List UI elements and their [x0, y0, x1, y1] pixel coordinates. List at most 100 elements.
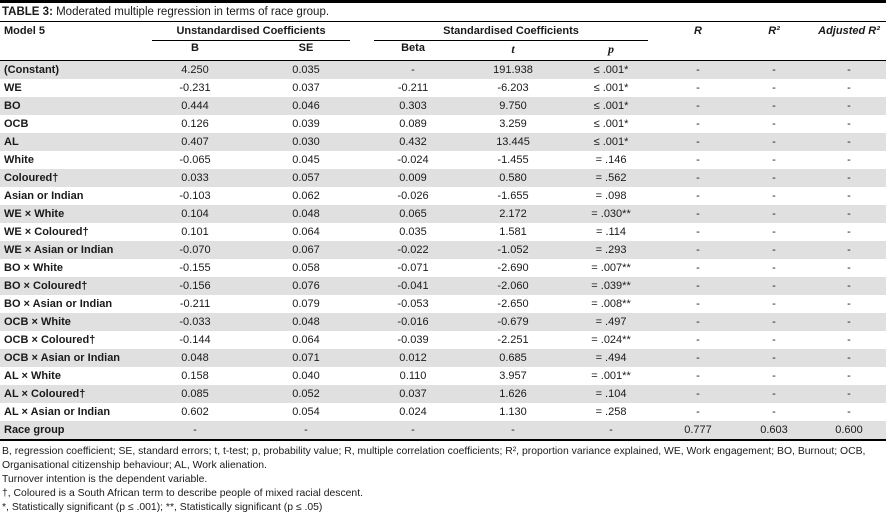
cell-adj_r2: -: [847, 226, 851, 238]
cell-r: -: [696, 136, 700, 148]
col-header-r2: R²: [736, 22, 813, 61]
cell-r: -: [696, 406, 700, 418]
cell-b: 4.250: [181, 64, 209, 76]
cell-t: -1.655: [497, 190, 529, 202]
cell-b: -0.211: [179, 298, 211, 310]
col-header-se: SE: [250, 41, 363, 61]
cell-t: -6.203: [497, 82, 529, 94]
table-row: Race group - - - - -0.777 0.603 0.600: [0, 421, 886, 441]
cell-p: = .039**: [591, 280, 631, 292]
cell-b: -0.156: [179, 280, 211, 292]
cell-r: -: [696, 262, 700, 274]
cell-t: 3.259: [499, 118, 527, 130]
cell-t: 1.626: [499, 388, 527, 400]
cell-se: -: [250, 421, 363, 441]
cell-se: 0.037: [292, 82, 320, 94]
cell-p: ≤ .001*: [593, 136, 629, 148]
cell-se: 0.035: [292, 64, 320, 76]
cell-p: = .104: [595, 388, 627, 400]
cell-adj_r2: -: [847, 262, 851, 274]
cell-adj_r2: -: [847, 100, 851, 112]
cell-r2: -: [772, 208, 776, 220]
cell-b: 0.033: [181, 172, 209, 184]
cell-r2: 0.603: [736, 421, 813, 441]
cell-beta: 0.089: [399, 118, 427, 130]
table-row: AL 0.407 0.030 0.432 13.445 ≤ .001* - - -: [0, 133, 886, 151]
table-row: WE × Asian or Indian -0.070 0.067 -0.022 -1.…: [0, 241, 886, 259]
table-top-rule: [0, 0, 886, 3]
table-row: BO 0.444 0.046 0.303 9.750 ≤ .001* - - -: [0, 97, 886, 115]
cell-se: 0.071: [292, 352, 320, 364]
cell-p: = .024**: [591, 334, 631, 346]
table-row: White -0.065 0.045 -0.024 -1.455 = .146 - - -: [0, 151, 886, 169]
cell-r2: -: [772, 406, 776, 418]
cell-se: 0.030: [292, 136, 320, 148]
footnote-line: *, Statistically significant (p ≤ .001);…: [2, 502, 323, 514]
cell-t: -: [464, 421, 563, 441]
table-row: Asian or Indian -0.103 0.062 -0.026 -1.655 = …: [0, 187, 886, 205]
cell-beta: 0.009: [399, 172, 427, 184]
cell-b: 0.104: [181, 208, 209, 220]
cell-beta: 0.303: [399, 100, 427, 112]
cell-r2: -: [772, 226, 776, 238]
cell-adj_r2: -: [847, 190, 851, 202]
cell-beta: -0.016: [397, 316, 429, 328]
table-row: BO × White -0.155 0.058 -0.071 -2.690 = .007*…: [0, 259, 886, 277]
cell-r: 0.777: [660, 421, 737, 441]
cell-t: -2.060: [497, 280, 529, 292]
cell-r2: -: [772, 190, 776, 202]
table-row: (Constant) 4.250 0.035 - 191.938 ≤ .001* - - -: [0, 60, 886, 79]
row-label: Coloured†: [4, 172, 59, 184]
cell-se: 0.079: [292, 298, 320, 310]
cell-t: -2.650: [497, 298, 529, 310]
cell-adj_r2: -: [847, 154, 851, 166]
cell-t: 1.130: [499, 406, 527, 418]
cell-t: 9.750: [499, 100, 527, 112]
cell-r2: -: [772, 388, 776, 400]
cell-beta: -0.022: [397, 244, 429, 256]
table-caption: Moderated multiple regression in terms o…: [52, 6, 330, 18]
col-header-r: R: [660, 22, 737, 61]
row-label: AL × Asian or Indian: [4, 406, 111, 418]
cell-b: -0.231: [179, 82, 211, 94]
cell-b: -0.103: [179, 190, 211, 202]
cell-p: = .562: [595, 172, 627, 184]
row-label: White: [4, 154, 34, 166]
cell-se: 0.057: [292, 172, 320, 184]
cell-r: -: [696, 280, 700, 292]
cell-b: 0.602: [181, 406, 209, 418]
cell-beta: -0.026: [397, 190, 429, 202]
cell-adj_r2: -: [847, 208, 851, 220]
cell-b: 0.158: [181, 370, 209, 382]
cell-b: -0.033: [179, 316, 211, 328]
cell-r: -: [696, 208, 700, 220]
cell-beta: 0.037: [399, 388, 427, 400]
cell-r: -: [696, 226, 700, 238]
cell-r2: -: [772, 280, 776, 292]
cell-t: 1.581: [499, 226, 527, 238]
cell-adj_r2: -: [847, 388, 851, 400]
row-label: BO × White: [4, 262, 63, 274]
cell-adj_r2: 0.600: [812, 421, 886, 441]
cell-t: 191.938: [493, 64, 533, 76]
cell-r2: -: [772, 118, 776, 130]
header-row-groups: Model 5 Unstandardised Coefficients Stan…: [0, 22, 886, 61]
cell-beta: 0.024: [399, 406, 427, 418]
cell-r2: -: [772, 316, 776, 328]
cell-se: 0.067: [292, 244, 320, 256]
cell-beta: 0.432: [399, 136, 427, 148]
row-label: BO: [4, 100, 21, 112]
cell-b: 0.444: [181, 100, 209, 112]
cell-r: -: [696, 154, 700, 166]
cell-beta: -: [362, 421, 465, 441]
cell-beta: 0.065: [399, 208, 427, 220]
table-row: BO × Asian or Indian -0.211 0.079 -0.053 -2.…: [0, 295, 886, 313]
row-label: OCB: [4, 118, 29, 130]
cell-r2: -: [772, 64, 776, 76]
cell-beta: -0.039: [397, 334, 429, 346]
cell-adj_r2: -: [847, 298, 851, 310]
footnote-line: †, Coloured is a South African term to d…: [2, 488, 363, 500]
cell-r2: -: [772, 154, 776, 166]
cell-adj_r2: -: [847, 406, 851, 418]
